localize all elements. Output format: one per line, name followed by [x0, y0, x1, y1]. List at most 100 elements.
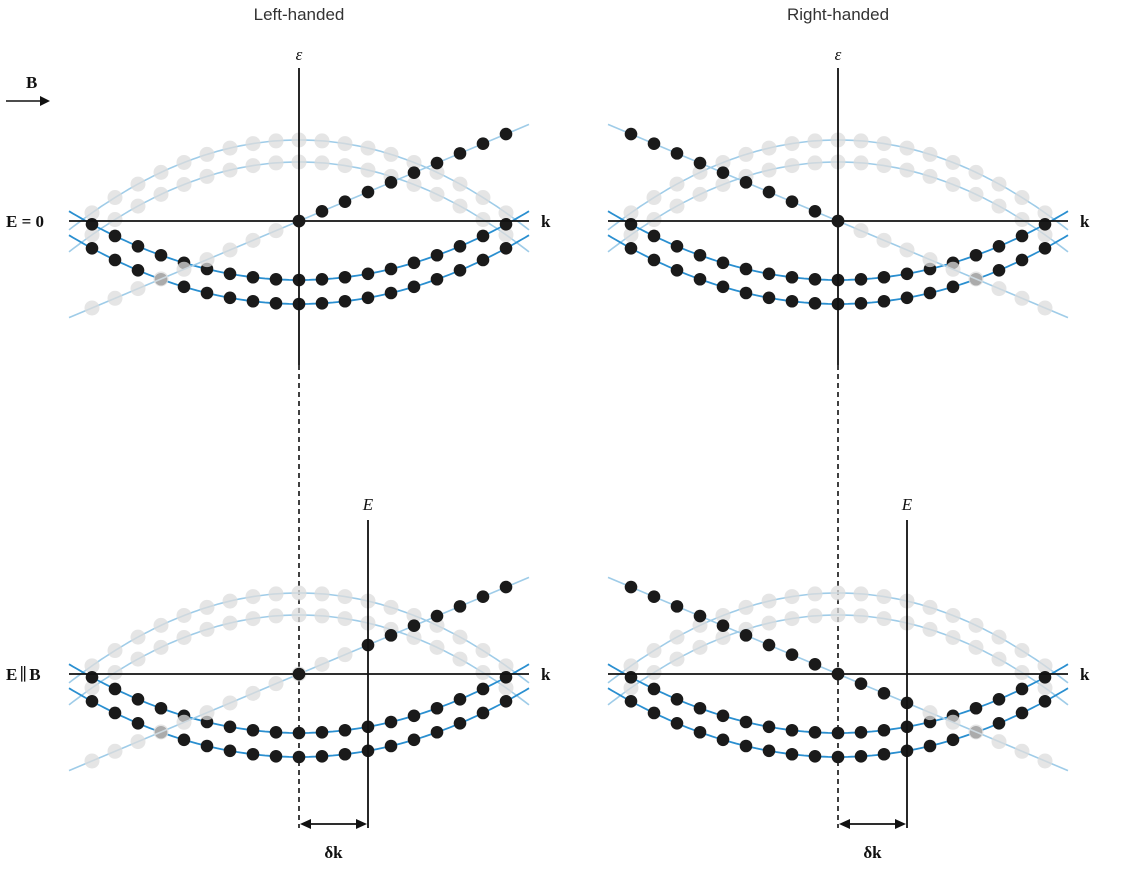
filled-state-dot — [785, 294, 799, 308]
filled-state-dot — [624, 670, 638, 684]
filled-state-dot — [716, 166, 730, 179]
filled-state-dot — [200, 286, 214, 300]
empty-state-dot — [498, 680, 514, 696]
empty-state-dot — [646, 190, 662, 206]
empty-state-dot — [475, 643, 491, 659]
filled-state-dot — [315, 273, 329, 286]
filled-state-dot — [453, 264, 467, 277]
empty-state-dot — [692, 164, 708, 180]
empty-state-dot — [245, 158, 261, 174]
filled-state-dot — [624, 127, 638, 141]
filled-state-dot — [499, 580, 513, 594]
empty-state-dot — [245, 136, 261, 152]
filled-state-dot — [131, 264, 145, 277]
filled-state-dot — [223, 720, 237, 734]
empty-state-dot — [199, 168, 215, 184]
empty-state-dot — [222, 593, 238, 609]
empty-state-dot — [991, 734, 1007, 750]
field-b-label: B — [26, 73, 37, 92]
filled-state-dot — [246, 747, 260, 761]
empty-state-dot — [130, 734, 146, 750]
empty-state-dot — [245, 589, 261, 605]
empty-state-dot — [945, 629, 961, 645]
empty-state-dot — [199, 621, 215, 637]
filled-state-dot — [808, 726, 822, 739]
filled-state-dot — [430, 272, 444, 286]
filled-state-dot — [854, 750, 868, 763]
filled-state-dot — [384, 286, 398, 300]
empty-state-dot — [715, 629, 731, 645]
filled-state-dot — [877, 270, 891, 284]
empty-state-dot — [406, 607, 422, 623]
filled-state-dot — [716, 619, 730, 632]
filled-state-dot — [808, 750, 822, 763]
empty-state-dot — [176, 261, 192, 277]
filled-state-dot — [877, 747, 891, 761]
filled-state-dot — [808, 273, 822, 286]
filled-state-dot — [177, 733, 191, 747]
filled-state-dot — [808, 205, 822, 218]
empty-state-dot — [899, 242, 915, 258]
filled-state-dot — [407, 709, 421, 723]
zero-crossing-dot — [292, 667, 306, 681]
filled-state-dot — [854, 273, 868, 286]
empty-state-dot — [853, 223, 869, 239]
filled-state-dot — [992, 240, 1006, 253]
zero-crossing-dot — [831, 667, 845, 681]
filled-state-dot — [430, 701, 444, 715]
filled-state-dot — [292, 750, 306, 764]
empty-state-dot — [876, 589, 892, 605]
filled-state-dot — [1015, 229, 1029, 243]
empty-state-dot — [84, 680, 100, 696]
empty-state-dot — [669, 176, 685, 192]
filled-state-dot — [992, 693, 1006, 706]
empty-state-dot — [922, 252, 938, 268]
empty-state-dot — [314, 133, 330, 149]
empty-state-dot — [199, 252, 215, 268]
empty-state-dot — [991, 176, 1007, 192]
k-axis-label: k — [541, 665, 551, 684]
filled-state-dot — [154, 701, 168, 715]
empty-state-dot — [968, 617, 984, 633]
filled-state-dot — [739, 176, 753, 189]
left-handed-title: Left-handed — [254, 5, 345, 24]
empty-state-dot — [291, 585, 307, 601]
empty-state-dot — [830, 585, 846, 601]
empty-state-dot — [876, 611, 892, 627]
empty-state-dot — [130, 651, 146, 667]
filled-state-dot — [762, 638, 776, 652]
filled-state-dot — [762, 720, 776, 734]
empty-state-dot — [314, 155, 330, 171]
empty-state-dot — [337, 611, 353, 627]
filled-state-dot — [476, 682, 490, 696]
filled-state-dot — [762, 185, 776, 199]
filled-state-dot — [338, 747, 352, 761]
empty-state-dot — [1037, 227, 1053, 243]
filled-state-dot — [739, 739, 753, 753]
filled-state-dot — [1038, 217, 1052, 231]
empty-state-dot — [429, 639, 445, 655]
row-label-e-parallel-b: E ∥ B — [6, 665, 41, 684]
empty-state-dot — [922, 705, 938, 721]
empty-state-dot — [899, 162, 915, 178]
empty-state-dot — [107, 665, 123, 681]
energy-axis-label: ε — [835, 45, 842, 64]
empty-state-dot — [945, 714, 961, 730]
empty-state-dot — [383, 146, 399, 162]
filled-state-dot — [900, 267, 914, 281]
filled-state-dot — [1038, 670, 1052, 684]
filled-state-dot — [315, 750, 329, 763]
filled-state-dot — [315, 726, 329, 739]
empty-state-dot — [245, 685, 261, 701]
k-axis-label: k — [1080, 665, 1090, 684]
empty-state-dot — [452, 651, 468, 667]
filled-state-dot — [923, 739, 937, 753]
empty-state-dot — [623, 658, 639, 674]
filled-state-dot — [785, 270, 799, 284]
empty-state-dot — [130, 281, 146, 297]
filled-state-dot — [85, 694, 99, 708]
filled-state-dot — [992, 717, 1006, 730]
empty-state-dot — [623, 227, 639, 243]
filled-state-dot — [762, 267, 776, 281]
